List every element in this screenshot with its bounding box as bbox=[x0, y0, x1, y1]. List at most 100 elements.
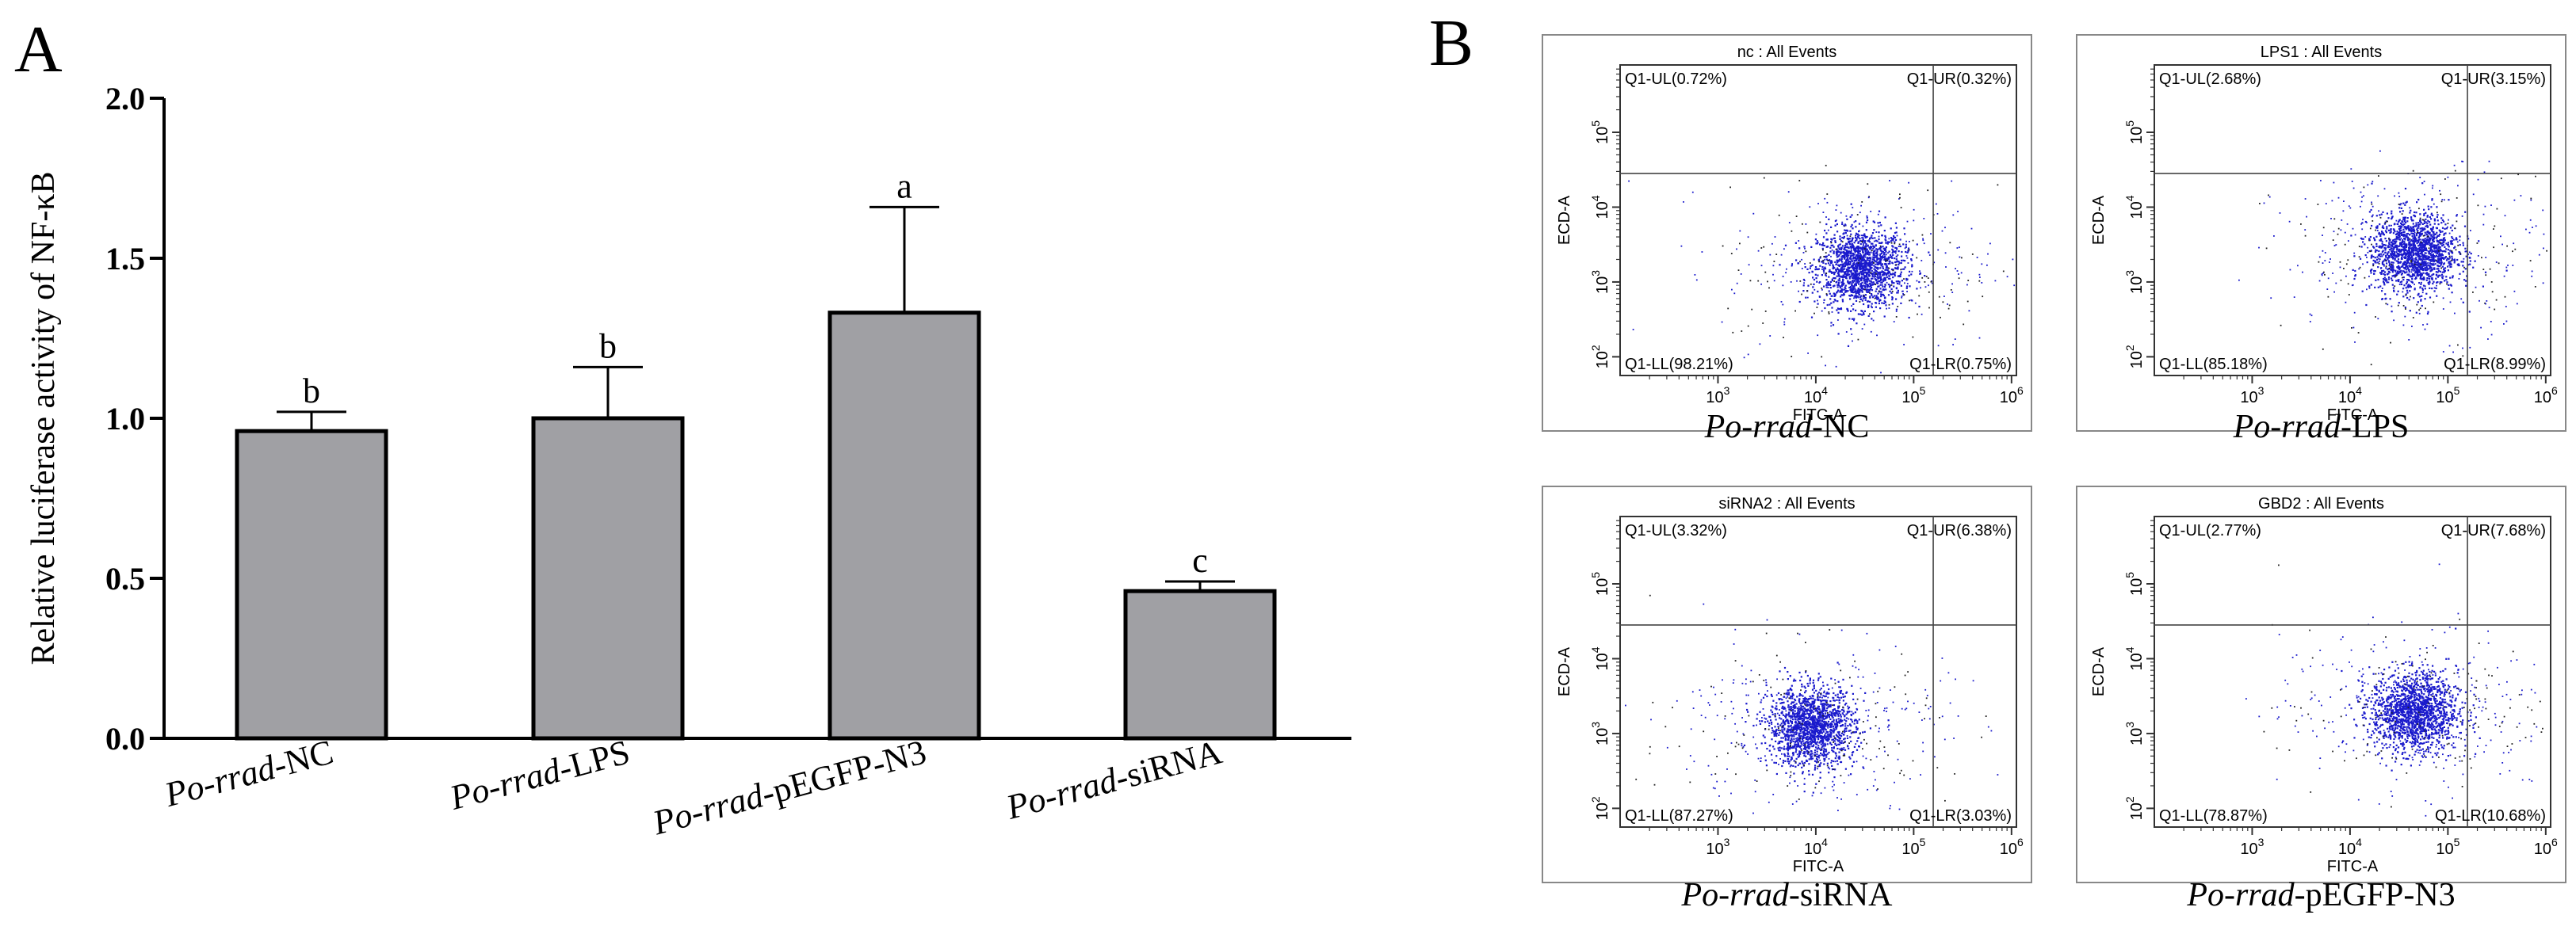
x-tick-label: Po-rrad-LPS bbox=[445, 732, 634, 818]
y-tick-label: 105 bbox=[1589, 120, 1611, 144]
quadrant-label-ul: Q1-UL(2.77%) bbox=[2159, 522, 2261, 539]
x-tick-label: Po-rrad-siRNA bbox=[1002, 732, 1226, 827]
flow-plot-frame bbox=[1542, 34, 2032, 432]
quadrant-label-ul: Q1-UL(3.32%) bbox=[1625, 522, 1727, 539]
x-tick-label: 103 bbox=[1706, 384, 1729, 406]
x-tick-label: 104 bbox=[1804, 384, 1828, 406]
quadrant-label-lr: Q1-LR(3.03%) bbox=[1909, 807, 2012, 825]
x-tick-label: 106 bbox=[2534, 836, 2558, 858]
y-axis-label: Relative luciferase activity of NF-κB bbox=[25, 172, 62, 665]
flow-plot-caption: Po-rrad-pEGFP-N3 bbox=[2186, 877, 2455, 913]
quadrant-label-ul: Q1-UL(2.68%) bbox=[2159, 71, 2261, 88]
plot-area-border bbox=[1619, 64, 2017, 376]
y-tick-label: 102 bbox=[1589, 796, 1611, 820]
quadrant-label-ur: Q1-UR(3.15%) bbox=[2441, 71, 2546, 88]
quadrant-label-ll: Q1-LL(98.21%) bbox=[1625, 356, 1733, 373]
x-tick-label: 106 bbox=[2000, 384, 2024, 406]
flow-plot-frame bbox=[1542, 486, 2032, 883]
y-tick-label: 0.0 bbox=[105, 721, 145, 757]
flow-plot-caption: Po-rrad-LPS bbox=[2233, 409, 2410, 445]
scatter-points bbox=[2245, 563, 2544, 817]
x-tick-label: 105 bbox=[1901, 384, 1925, 406]
quadrant-label-ll: Q1-LL(85.18%) bbox=[2159, 356, 2268, 373]
x-axis-title: FITC-A bbox=[1793, 858, 1844, 875]
x-tick-label: 103 bbox=[2240, 384, 2264, 406]
x-tick-label: 105 bbox=[1901, 836, 1925, 858]
x-tick-label: Po-rrad-pEGFP-N3 bbox=[648, 732, 931, 842]
y-tick-label: 102 bbox=[1589, 345, 1611, 368]
flow-plot: siRNA2 : All Events Q1-UL(3.32%) Q1-UR(6.3… bbox=[1542, 486, 2032, 883]
x-axis-title: FITC-A bbox=[2327, 406, 2379, 424]
panel-a-letter: A bbox=[14, 13, 63, 86]
y-axis-title: ECD-A bbox=[1556, 195, 1573, 245]
y-axis-title: ECD-A bbox=[2090, 646, 2108, 696]
x-tick-label: 103 bbox=[1706, 836, 1729, 858]
quadrant-label-lr: Q1-LR(0.75%) bbox=[1909, 356, 2012, 373]
flow-plot-frame bbox=[2076, 486, 2566, 883]
scatter-points bbox=[1625, 594, 1999, 814]
flow-plot-title: nc : All Events bbox=[1737, 44, 1837, 61]
y-tick-label: 105 bbox=[1589, 572, 1611, 596]
y-tick-label: 104 bbox=[2123, 195, 2146, 219]
bar-chart: Relative luciferase activity of NF-κB 0.… bbox=[25, 81, 1351, 843]
y-tick-label: 104 bbox=[1589, 646, 1611, 670]
plot-area-border bbox=[2154, 516, 2551, 828]
y-tick-label: 103 bbox=[1589, 270, 1611, 294]
quadrant-label-lr: Q1-LR(10.68%) bbox=[2435, 807, 2546, 825]
y-tick-label: 105 bbox=[2123, 120, 2146, 144]
quadrant-label-lr: Q1-LR(8.99%) bbox=[2444, 356, 2546, 373]
bar bbox=[827, 311, 981, 741]
scatter-points bbox=[1628, 165, 2016, 374]
y-tick-label: 105 bbox=[2123, 572, 2146, 596]
significance-label: b bbox=[599, 326, 617, 365]
x-tick-label: 106 bbox=[2000, 836, 2024, 858]
y-tick-label: 2.0 bbox=[105, 81, 145, 116]
x-axis-title: FITC-A bbox=[1793, 406, 1844, 424]
y-tick-label: 103 bbox=[1589, 722, 1611, 745]
y-tick-label: 103 bbox=[2123, 722, 2146, 745]
y-tick-label: 1.5 bbox=[105, 241, 145, 276]
flow-plot-title: LPS1 : All Events bbox=[2261, 44, 2382, 61]
x-tick-label: Po-rrad-NC bbox=[160, 732, 338, 814]
significance-label: b bbox=[303, 372, 320, 410]
flow-plot-frame bbox=[2076, 34, 2566, 432]
x-tick-label: 105 bbox=[2436, 836, 2459, 858]
bar bbox=[1123, 589, 1277, 741]
significance-label: a bbox=[896, 166, 912, 205]
quadrant-label-ul: Q1-UL(0.72%) bbox=[1625, 71, 1727, 88]
plot-area-border bbox=[2154, 64, 2551, 376]
y-tick-label: 102 bbox=[2123, 345, 2146, 368]
flow-plot-title: GBD2 : All Events bbox=[2258, 495, 2384, 513]
y-ticks: 0.0 0.5 1.0 1.5 2.0 bbox=[105, 81, 164, 757]
panel-b-letter: B bbox=[1429, 6, 1473, 80]
y-tick-label: 1.0 bbox=[105, 401, 145, 437]
quadrant-label-ur: Q1-UR(6.38%) bbox=[1907, 522, 2012, 539]
flow-plot-caption: Po-rrad-siRNA bbox=[1680, 877, 1893, 913]
bar bbox=[235, 429, 388, 741]
quadrant-label-ur: Q1-UR(0.32%) bbox=[1907, 71, 2012, 88]
y-axis-title: ECD-A bbox=[2090, 195, 2108, 245]
quadrant-label-ll: Q1-LL(78.87%) bbox=[2159, 807, 2268, 825]
flow-cytometry-plots: nc : All Events Q1-UL(0.72%) Q1-UR(0.32%) Q… bbox=[1542, 34, 2566, 913]
x-tick-label: 104 bbox=[2338, 384, 2362, 406]
x-tick-label: 103 bbox=[2240, 836, 2264, 858]
significance-label: c bbox=[1192, 541, 1208, 580]
quadrant-label-ur: Q1-UR(7.68%) bbox=[2441, 522, 2546, 539]
flow-plot-caption: Po-rrad-NC bbox=[1704, 409, 1870, 445]
x-tick-label: 105 bbox=[2436, 384, 2459, 406]
flow-plot: nc : All Events Q1-UL(0.72%) Q1-UR(0.32%) Q… bbox=[1542, 34, 2032, 432]
bars: b b a c bbox=[235, 166, 1277, 741]
bar bbox=[531, 416, 685, 741]
x-tick-label: 104 bbox=[1804, 836, 1828, 858]
flow-plot-title: siRNA2 : All Events bbox=[1718, 495, 1855, 513]
x-tick-label: 104 bbox=[2338, 836, 2362, 858]
x-tick-label: 106 bbox=[2534, 384, 2558, 406]
y-tick-label: 103 bbox=[2123, 270, 2146, 294]
plot-area-border bbox=[1619, 516, 2017, 828]
y-tick-label: 104 bbox=[2123, 646, 2146, 670]
scatter-points bbox=[2238, 150, 2547, 366]
y-tick-label: 104 bbox=[1589, 195, 1611, 219]
